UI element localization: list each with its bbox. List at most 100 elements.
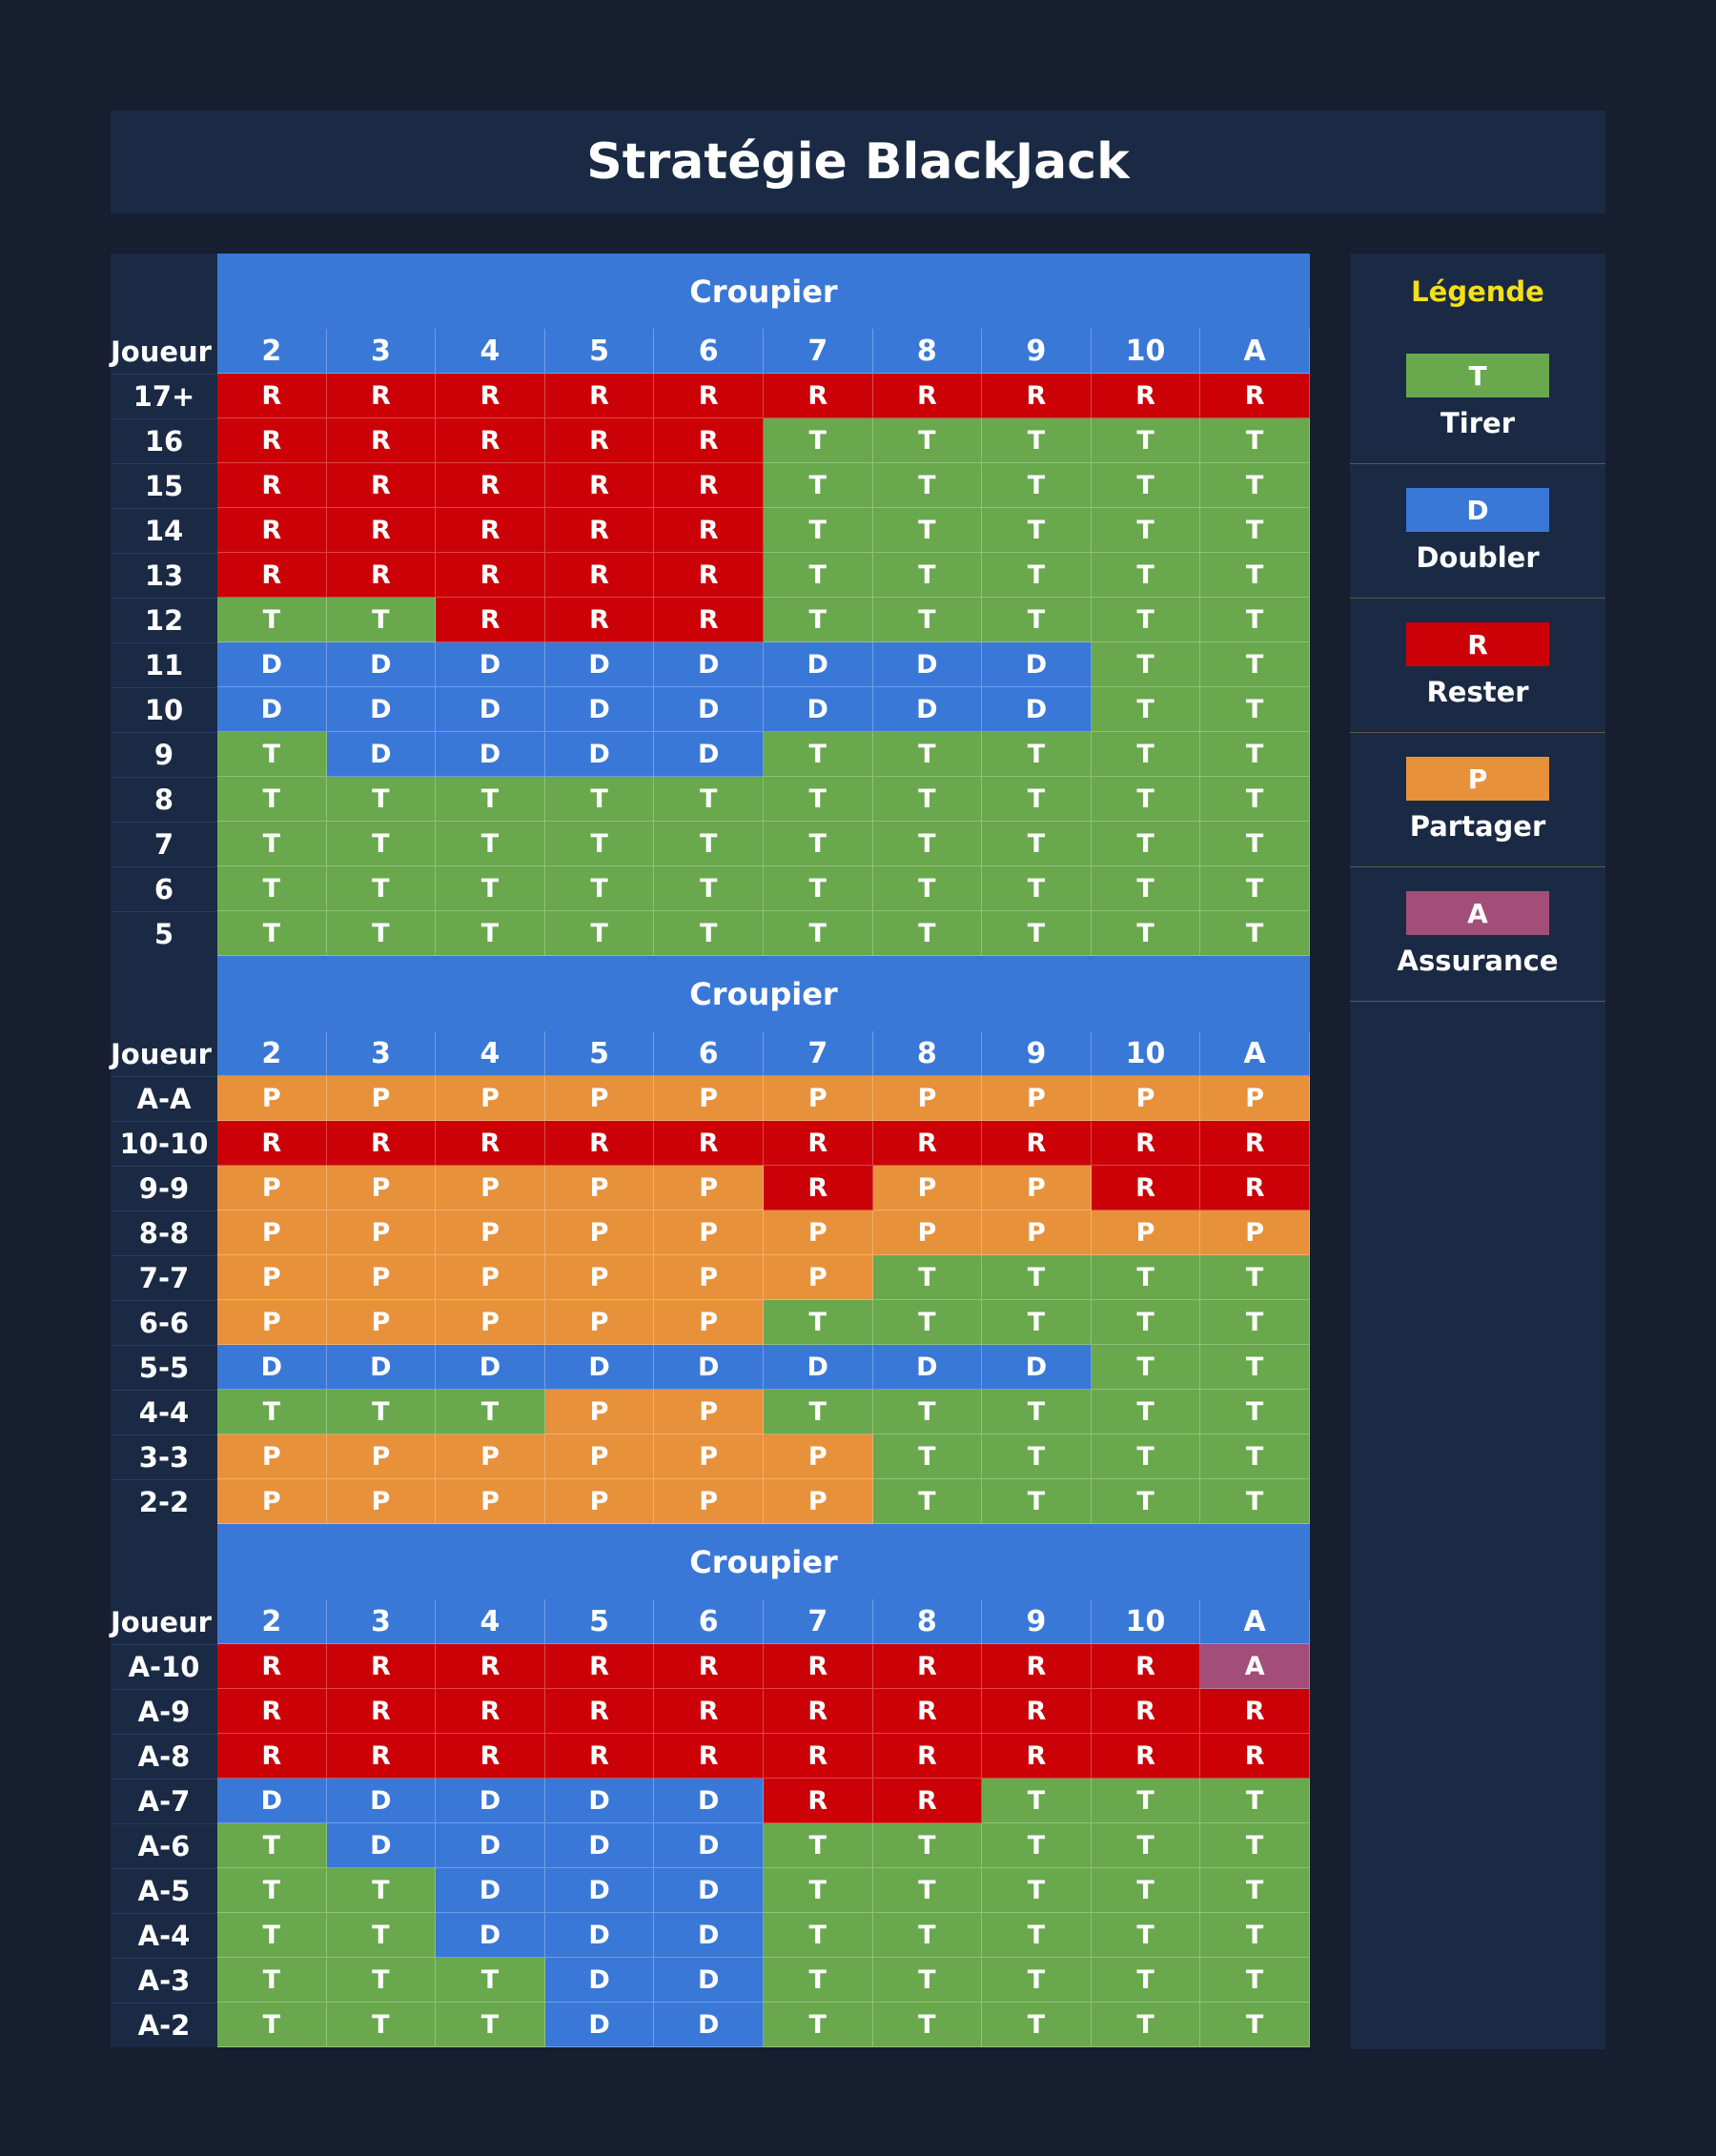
action-cell: T [1200,1913,1310,1958]
action-cell: T [1091,1958,1201,2003]
action-cell: P [544,1479,655,1524]
action-cell: T [436,2003,545,2047]
action-cell: R [326,1121,437,1166]
action-cell: T [982,822,1092,866]
action-cell: P [654,1255,764,1300]
player-hand-label: 16 [111,418,217,463]
action-cell: T [654,866,764,911]
action-cell: T [763,463,873,508]
action-cell: T [1091,1868,1201,1913]
action-cell: T [872,598,983,642]
legend-label: Rester [1426,676,1529,708]
action-cell: T [326,777,437,822]
player-hand-label: 13 [111,553,217,598]
action-cell: T [982,1823,1092,1868]
action-cell: P [436,1166,545,1210]
action-cell: D [544,1913,655,1958]
action-cell: R [654,508,764,553]
action-cell: D [436,687,545,732]
action-cell: R [872,374,983,418]
player-hand-label: A-2 [111,2003,217,2047]
action-cell: R [982,374,1092,418]
action-cell: T [1091,732,1201,777]
action-cell: T [1091,777,1201,822]
action-cell: T [1200,1868,1310,1913]
action-cell: R [217,374,327,418]
dealer-card-header: 2 [217,329,327,374]
action-cell: T [1091,2003,1201,2047]
action-cell: R [217,418,327,463]
action-cell: D [436,1823,545,1868]
action-cell: P [1091,1210,1201,1255]
action-cell: T [1091,1434,1201,1479]
legend-item: T Tirer [1350,330,1605,464]
action-cell: R [217,463,327,508]
player-hand-label: 15 [111,463,217,508]
action-cell: P [436,1076,545,1121]
action-cell: T [1091,508,1201,553]
action-cell: P [326,1255,437,1300]
action-cell: R [217,1121,327,1166]
action-cell: T [1091,463,1201,508]
action-cell: T [654,777,764,822]
action-cell: T [763,553,873,598]
action-cell: T [1091,1823,1201,1868]
action-cell: T [763,866,873,911]
action-cell: R [544,463,655,508]
action-cell: R [544,418,655,463]
action-cell: D [436,732,545,777]
action-cell: P [217,1210,327,1255]
croupier-header: Croupier [217,254,1310,329]
action-cell: P [217,1076,327,1121]
action-cell: D [763,687,873,732]
action-cell: R [872,1644,983,1689]
action-cell: T [872,553,983,598]
legend-item: D Doubler [1350,464,1605,599]
dealer-card-header: 8 [872,329,983,374]
table-row: A-A P P P P P P P P P P [111,1076,1310,1121]
action-cell: R [1200,374,1310,418]
action-cell: R [436,463,545,508]
legend-swatch: A [1406,891,1549,935]
action-cell: D [982,1345,1092,1390]
action-cell: D [217,687,327,732]
action-cell: T [1200,1823,1310,1868]
action-cell: R [217,1644,327,1689]
action-cell: T [1200,1345,1310,1390]
action-cell: T [1200,598,1310,642]
action-cell: P [654,1076,764,1121]
action-cell: P [217,1300,327,1345]
action-cell: R [544,1689,655,1734]
action-cell: P [763,1255,873,1300]
action-cell: P [544,1434,655,1479]
action-cell: T [1091,687,1201,732]
strategy-table: Croupier Joueur 2 3 4 5 6 7 8 9 10 A A-A P P P P P P P P P P 10… [111,956,1310,1524]
legend-title: Légende [1411,275,1544,308]
action-cell: R [654,374,764,418]
action-cell: T [763,508,873,553]
action-cell: P [654,1166,764,1210]
action-cell: T [1200,822,1310,866]
action-cell: T [982,1255,1092,1300]
action-cell: T [982,866,1092,911]
table-row: A-6 T D D D D T T T T T [111,1823,1310,1868]
action-cell: D [544,687,655,732]
action-cell: T [1200,911,1310,956]
action-cell: P [217,1434,327,1479]
action-cell: P [544,1166,655,1210]
action-cell: R [217,553,327,598]
action-cell: R [436,508,545,553]
action-cell: T [326,822,437,866]
action-cell: R [1091,1121,1201,1166]
legend-swatch: R [1406,622,1549,666]
action-cell: R [654,418,764,463]
action-cell: T [872,1434,983,1479]
action-cell: T [1091,1913,1201,1958]
dealer-card-header: A [1200,1599,1310,1644]
action-cell: R [872,1734,983,1779]
action-cell: D [436,1913,545,1958]
action-cell: R [982,1734,1092,1779]
action-cell: T [872,418,983,463]
action-cell: R [544,1734,655,1779]
